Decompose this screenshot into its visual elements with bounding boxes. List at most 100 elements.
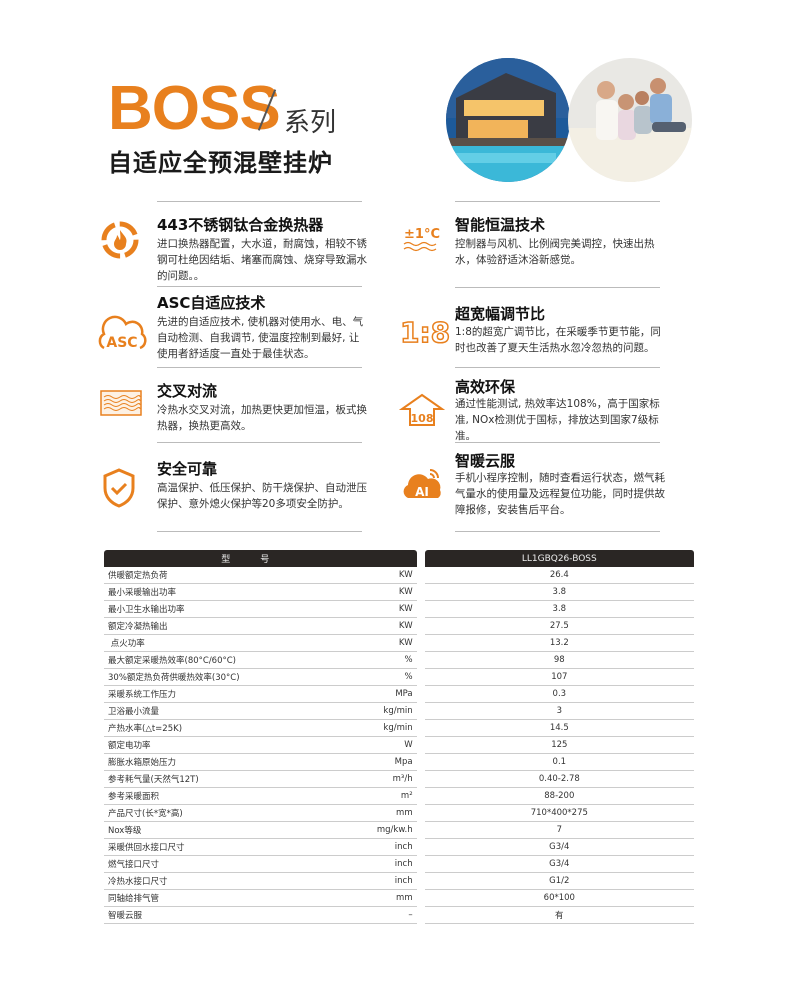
column-gap <box>416 652 425 669</box>
table-row: 最大额定采暖热效率(80°C/60°C)% 98 <box>104 652 694 669</box>
table-row: 同轴给排气管 mm 60*100 <box>104 890 694 907</box>
column-gap <box>416 635 425 652</box>
column-gap <box>416 805 425 822</box>
spec-name: 同轴给排气管 <box>104 890 244 907</box>
ratio-icon: 1:8 <box>399 315 451 350</box>
divider <box>157 201 362 202</box>
table-row: 产热水率(△t=25K) kg/min 14.5 <box>104 720 694 737</box>
table-row: 供暖额定热负荷 KW 26.4 <box>104 567 694 584</box>
spec-unit: kg/min <box>244 703 417 720</box>
spec-unit: m³/h <box>244 771 417 788</box>
spec-value: 98 <box>424 652 694 669</box>
spec-name: 额定电功率 <box>104 737 244 754</box>
column-gap <box>416 601 425 618</box>
spec-rows: 供暖额定热负荷 KW 26.4 最小采暖输出功率 KW 3.8 最小卫生水输出功率 KW 3.8… <box>104 567 694 924</box>
shield-check-icon <box>102 468 146 512</box>
column-gap <box>416 550 425 567</box>
column-gap <box>416 584 425 601</box>
spec-unit: KW <box>244 635 417 652</box>
column-gap <box>416 839 425 856</box>
divider <box>157 531 362 532</box>
spec-name: 产热水率(△t=25K) <box>104 720 244 737</box>
feature-description: 通过性能测试, 热效率达108%，高于国家标准, NOx检测优于国标，排放达到国… <box>455 398 660 442</box>
spec-unit: mg/kw.h <box>244 822 417 839</box>
ai-cloud-icon: AI <box>400 466 446 510</box>
table-header: 型号 LL1GBQ26-BOSS <box>104 550 694 567</box>
spec-name: 智暖云服 <box>104 907 244 924</box>
spec-unit: Mpa <box>244 754 417 771</box>
feature-title: 高效环保 <box>455 378 516 396</box>
feature-description: 冷热水交叉对流，加热更快更加恒温，板式换热器，换热更高效。 <box>157 404 367 432</box>
table-row: 额定电功率 W 125 <box>104 737 694 754</box>
spec-value: 13.2 <box>424 635 694 652</box>
table-row: 最小采暖输出功率 KW 3.8 <box>104 584 694 601</box>
spec-name: 30%额定热负荷供暖热效率(30°C) <box>104 669 244 686</box>
spec-unit: inch <box>244 839 417 856</box>
divider <box>157 442 362 443</box>
spec-name: Nox等级 <box>104 822 244 839</box>
efficiency-arrow-icon: 108 <box>398 393 446 437</box>
spec-value: G1/2 <box>424 873 694 890</box>
spec-unit: % <box>244 669 417 686</box>
table-row: Nox等级 mg/kw.h 7 <box>104 822 694 839</box>
feature-description: 先进的自适应技术, 使机器对使用水、电、气自动检测、自我调节, 使温度控制到最好… <box>157 316 364 360</box>
spec-unit: kg/min <box>244 720 417 737</box>
spec-unit: KW <box>244 618 417 635</box>
cross-flow-icon <box>100 390 144 434</box>
spec-name: 额定冷凝热输出 <box>104 618 244 635</box>
column-gap <box>416 822 425 839</box>
spec-value: 60*100 <box>424 890 694 907</box>
svg-text:108: 108 <box>411 412 434 425</box>
feature-description: 1:8的超宽广调节比，在采暖季节更节能，同时也改善了夏天生活热水忽冷忽热的问题。 <box>455 326 661 354</box>
feature-description: 手机小程序控制，随时查看运行状态，燃气耗气量水的使用量及远程复位功能，同时提供故… <box>455 472 665 516</box>
column-gap <box>416 669 425 686</box>
family-on-sofa-photo <box>568 58 692 182</box>
divider <box>455 442 660 443</box>
spec-value: 88-200 <box>424 788 694 805</box>
series-label: 系列 <box>284 108 337 138</box>
asc-cloud-icon: ASC <box>96 312 148 356</box>
feature-title: 智能恒温技术 <box>455 216 546 234</box>
table-row: 参考采暖面积 m² 88-200 <box>104 788 694 805</box>
table-row: 采暖供回水接口尺寸 inch G3/4 <box>104 839 694 856</box>
spec-unit: KW <box>244 567 417 584</box>
spec-value: 0.40-2.78 <box>424 771 694 788</box>
table-row: 参考耗气量(天然气12T) m³/h 0.40-2.78 <box>104 771 694 788</box>
spec-unit: m² <box>244 788 417 805</box>
spec-value: 3.8 <box>424 601 694 618</box>
divider <box>455 531 660 532</box>
table-row: 额定冷凝热输出 KW 27.5 <box>104 618 694 635</box>
table-row: 卫浴最小流量 kg/min 3 <box>104 703 694 720</box>
column-gap <box>416 686 425 703</box>
column-gap <box>416 754 425 771</box>
column-gap <box>416 737 425 754</box>
spec-table: 型号 LL1GBQ26-BOSS 供暖额定热负荷 KW 26.4 最小采暖输出功率 KW… <box>104 550 694 924</box>
spec-value: 3 <box>424 703 694 720</box>
spec-value: 14.5 <box>424 720 694 737</box>
spec-value: 有 <box>424 907 694 924</box>
feature-title: ASC自适应技术 <box>157 294 266 312</box>
spec-name: 最小卫生水输出功率 <box>104 601 244 618</box>
spec-value: 27.5 <box>424 618 694 635</box>
column-gap <box>416 703 425 720</box>
column-gap <box>416 567 425 584</box>
feature-title: 智暖云服 <box>455 452 516 470</box>
feature-title: 443不锈钢钛合金换热器 <box>157 216 324 234</box>
column-gap <box>416 771 425 788</box>
feature-description: 控制器与风机、比例阀完美调控，快速出热水，体验舒适沐浴新感觉。 <box>455 238 655 266</box>
table-row: 最小卫生水输出功率 KW 3.8 <box>104 601 694 618</box>
spec-value: 26.4 <box>424 567 694 584</box>
table-row: 产品尺寸(长*宽*高) mm 710*400*275 <box>104 805 694 822</box>
column-gap <box>416 873 425 890</box>
spec-name: 采暖供回水接口尺寸 <box>104 839 244 856</box>
spec-value: 7 <box>424 822 694 839</box>
spec-unit: W <box>244 737 417 754</box>
model-name: LL1GBQ26-BOSS <box>424 550 694 567</box>
spec-value: 0.3 <box>424 686 694 703</box>
house-with-pool-photo <box>446 58 570 182</box>
spec-unit: – <box>244 907 417 924</box>
column-gap <box>416 890 425 907</box>
spec-value: 0.1 <box>424 754 694 771</box>
column-gap <box>416 907 425 924</box>
table-row: 膨胀水箱原始压力 Mpa 0.1 <box>104 754 694 771</box>
